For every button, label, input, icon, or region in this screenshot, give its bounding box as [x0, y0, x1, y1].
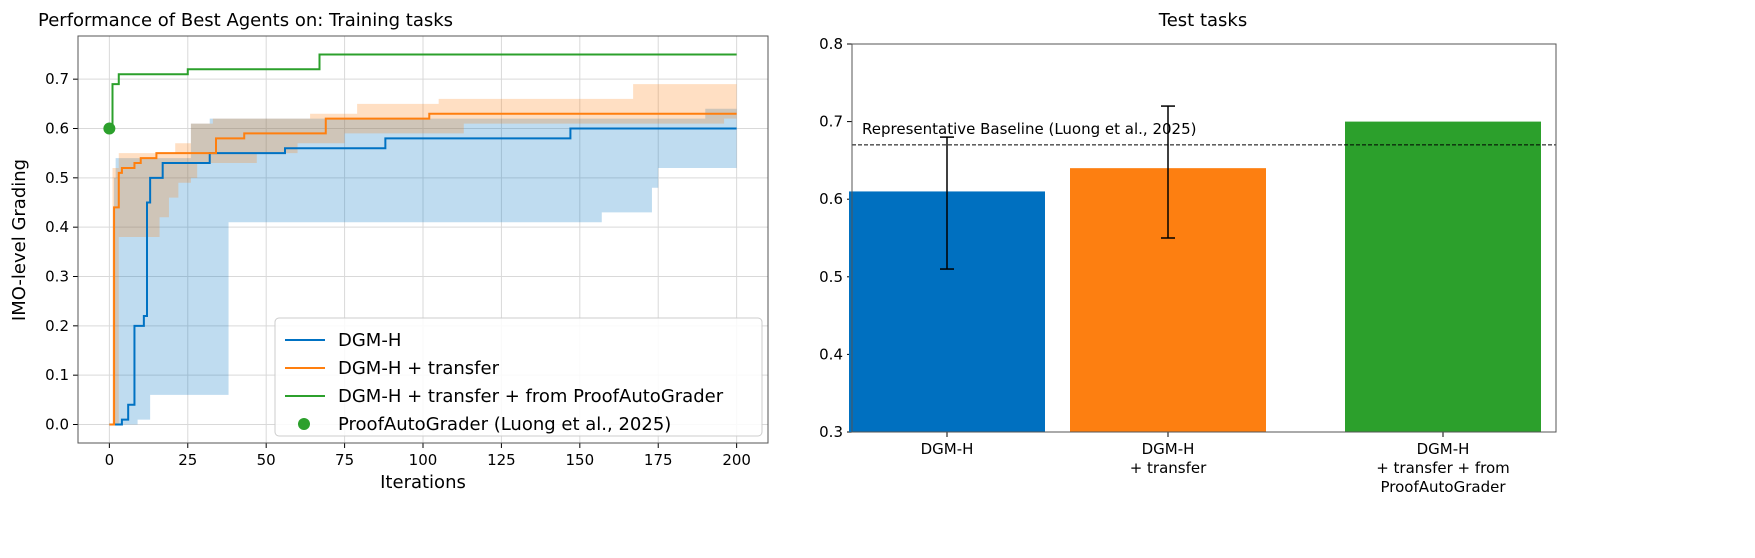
training-x-label: Iterations — [380, 472, 466, 493]
x-tick-label: 200 — [722, 451, 751, 469]
series-line-blue — [109, 127, 737, 426]
y-tick-label: 0.3 — [45, 268, 69, 286]
baseline-label: Representative Baseline (Luong et al., 2… — [862, 120, 1196, 138]
training-chart: Performance of Best Agents on: Training … — [9, 10, 769, 493]
legend-label: ProofAutoGrader (Luong et al., 2025) — [338, 414, 671, 435]
legend: DGM-H DGM-H + transfer DGM-H + transfer + … — [274, 317, 763, 437]
legend-label: DGM-H + transfer — [338, 358, 500, 379]
y-tick-label: 0.4 — [819, 345, 843, 363]
x-tick-label: 50 — [257, 451, 276, 469]
proofautograder-point — [103, 122, 116, 135]
x-tick-label: DGM-H — [921, 440, 974, 458]
confidence-band-orange — [112, 84, 737, 425]
y-tick-label: 0.7 — [819, 113, 843, 131]
x-tick-label: 100 — [409, 451, 438, 469]
series-line-orange — [109, 112, 737, 426]
y-tick-label: 0.4 — [45, 218, 69, 236]
y-tick-label: 0.6 — [819, 190, 843, 208]
x-tick-label: ProofAutoGrader — [1381, 478, 1507, 496]
y-tick-label: 0.8 — [819, 35, 843, 53]
legend-label: DGM-H — [338, 330, 401, 351]
x-tick-label: + transfer — [1130, 459, 1207, 477]
x-tick-label: DGM-H — [1417, 440, 1470, 458]
x-tick-label: 75 — [335, 451, 354, 469]
x-tick-label: DGM-H — [1142, 440, 1195, 458]
legend-marker — [298, 418, 310, 430]
y-tick-label: 0.5 — [819, 268, 843, 286]
bar-2 — [1345, 121, 1541, 432]
y-tick-label: 0.0 — [45, 416, 69, 434]
x-tick-label: 0 — [105, 451, 115, 469]
test-plot-frame — [851, 43, 1557, 433]
y-tick-label: 0.2 — [45, 317, 69, 335]
y-tick-label: 0.1 — [45, 366, 69, 384]
x-tick-label: + transfer + from — [1376, 459, 1510, 477]
x-tick-label: 175 — [644, 451, 673, 469]
y-tick-label: 0.3 — [819, 423, 843, 441]
training-chart-title: Performance of Best Agents on: Training … — [38, 10, 453, 31]
x-tick-label: 25 — [178, 451, 197, 469]
legend-label: DGM-H + transfer + from ProofAutoGrader — [338, 386, 724, 407]
legend-box — [274, 317, 763, 437]
x-tick-label: 150 — [565, 451, 594, 469]
test-chart-title: Test tasks — [1158, 10, 1247, 31]
training-plot-frame — [77, 35, 769, 444]
series-line-green — [109, 53, 737, 130]
x-tick-label: 125 — [487, 451, 516, 469]
y-tick-label: 0.5 — [45, 169, 69, 187]
y-tick-label: 0.6 — [45, 120, 69, 138]
y-tick-label: 0.7 — [45, 70, 69, 88]
confidence-band-blue — [114, 108, 737, 425]
training-y-label: IMO-level Grading — [9, 159, 30, 321]
